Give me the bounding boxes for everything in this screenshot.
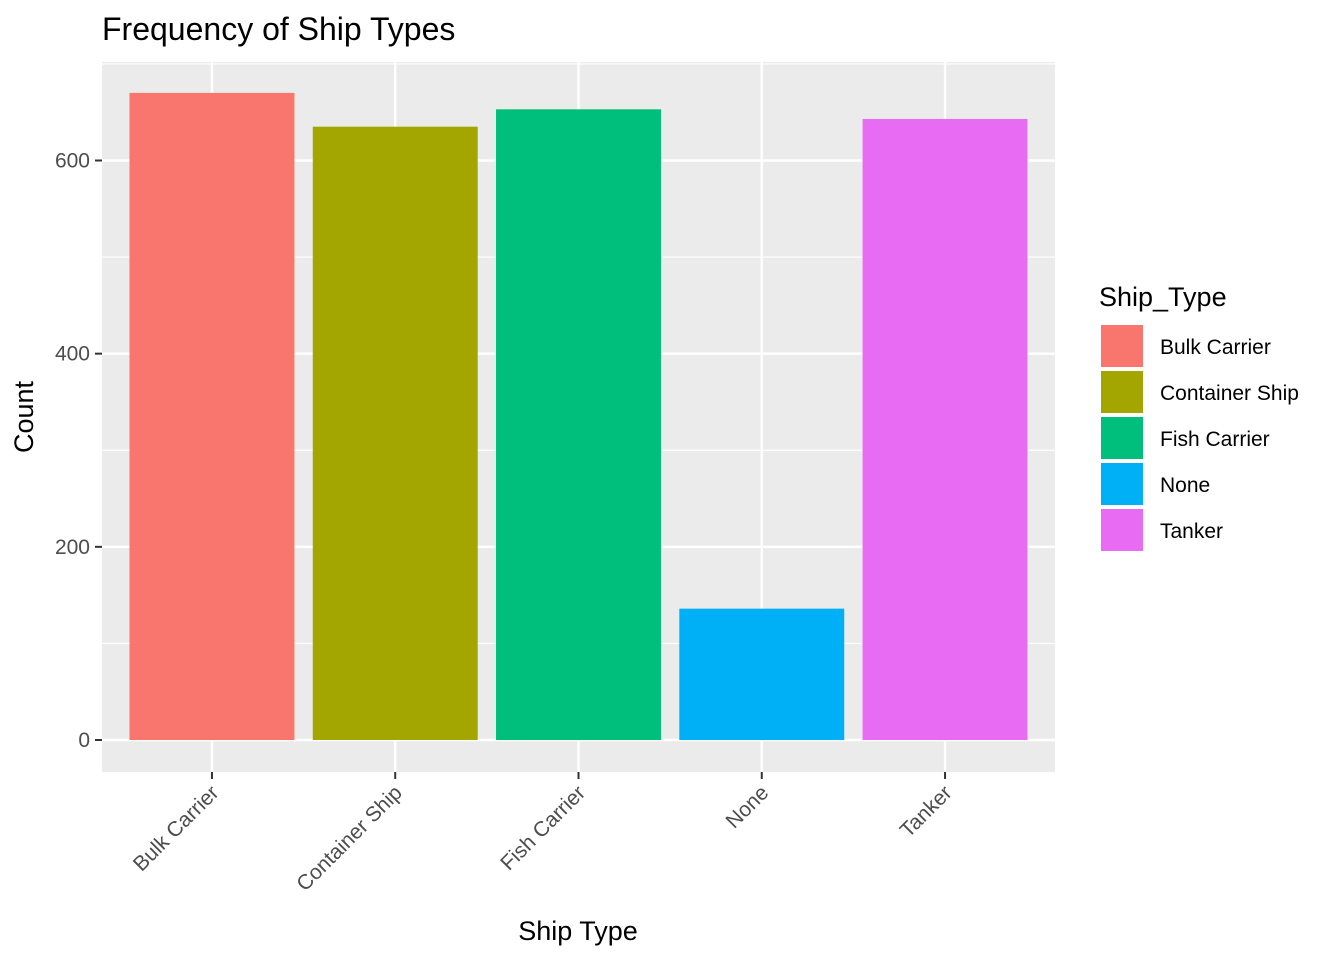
x-tick-label: Tanker [896,781,957,842]
bar-fish-carrier [496,109,661,740]
x-tick-label: Bulk Carrier [129,781,224,876]
legend-label: None [1160,474,1210,497]
y-tick-label: 600 [55,150,90,173]
legend-label: Container Ship [1160,382,1299,405]
legend-label: Tanker [1160,520,1223,543]
bar-container-ship [312,126,478,741]
legend-swatch [1099,415,1145,461]
x-tick-label: Fish Carrier [496,781,590,875]
y-tick-label: 200 [55,536,90,559]
legend-swatch [1099,323,1145,369]
chart-title: Frequency of Ship Types [102,11,455,47]
bar-none [679,608,845,740]
legend-swatch [1099,369,1145,415]
legend: Ship_Type Bulk Carrier Container Ship Fish… [1099,282,1299,553]
y-axis: 0 200 400 600 [55,150,102,752]
legend-swatch [1099,507,1145,553]
x-tick-label: None [722,781,774,833]
y-tick-label: 400 [55,343,90,366]
bar-bulk-carrier [129,92,295,741]
bar-tanker [862,118,1028,740]
legend-title: Ship_Type [1099,282,1227,312]
bars [129,92,1028,741]
y-tick-label: 0 [78,729,90,752]
x-axis-title: Ship Type [518,916,638,946]
x-axis: Bulk Carrier Container Ship Fish Carrier No… [129,772,957,896]
legend-swatch [1099,461,1145,507]
legend-label: Fish Carrier [1160,428,1270,451]
y-axis-title: Count [9,380,39,453]
legend-label: Bulk Carrier [1160,336,1271,359]
x-tick-label: Container Ship [292,781,406,895]
